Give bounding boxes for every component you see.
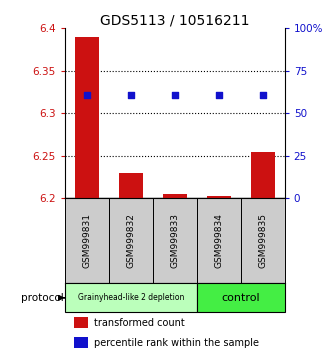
Point xyxy=(216,92,221,98)
Text: Grainyhead-like 2 depletion: Grainyhead-like 2 depletion xyxy=(78,293,184,302)
Bar xyxy=(197,283,285,312)
Bar xyxy=(163,194,187,198)
Bar xyxy=(74,337,88,348)
Bar xyxy=(75,37,99,198)
Bar xyxy=(109,198,153,283)
Text: protocol: protocol xyxy=(21,293,64,303)
Point xyxy=(260,92,265,97)
Bar xyxy=(207,196,231,198)
Text: transformed count: transformed count xyxy=(94,318,184,328)
Text: GSM999835: GSM999835 xyxy=(258,213,267,268)
Bar xyxy=(241,198,285,283)
Bar xyxy=(251,152,275,198)
Text: GSM999831: GSM999831 xyxy=(82,213,92,268)
Point xyxy=(84,92,90,97)
Text: control: control xyxy=(221,293,260,303)
Text: percentile rank within the sample: percentile rank within the sample xyxy=(94,338,258,348)
Point xyxy=(172,92,177,98)
Bar xyxy=(197,198,241,283)
Bar xyxy=(119,173,143,198)
Text: GSM999833: GSM999833 xyxy=(170,213,179,268)
Bar xyxy=(65,283,197,312)
Bar xyxy=(74,317,88,329)
Point xyxy=(128,92,134,97)
Text: GSM999832: GSM999832 xyxy=(126,213,136,268)
Text: GSM999834: GSM999834 xyxy=(214,213,223,268)
Bar xyxy=(153,198,197,283)
Bar xyxy=(65,198,109,283)
Title: GDS5113 / 10516211: GDS5113 / 10516211 xyxy=(100,13,249,27)
